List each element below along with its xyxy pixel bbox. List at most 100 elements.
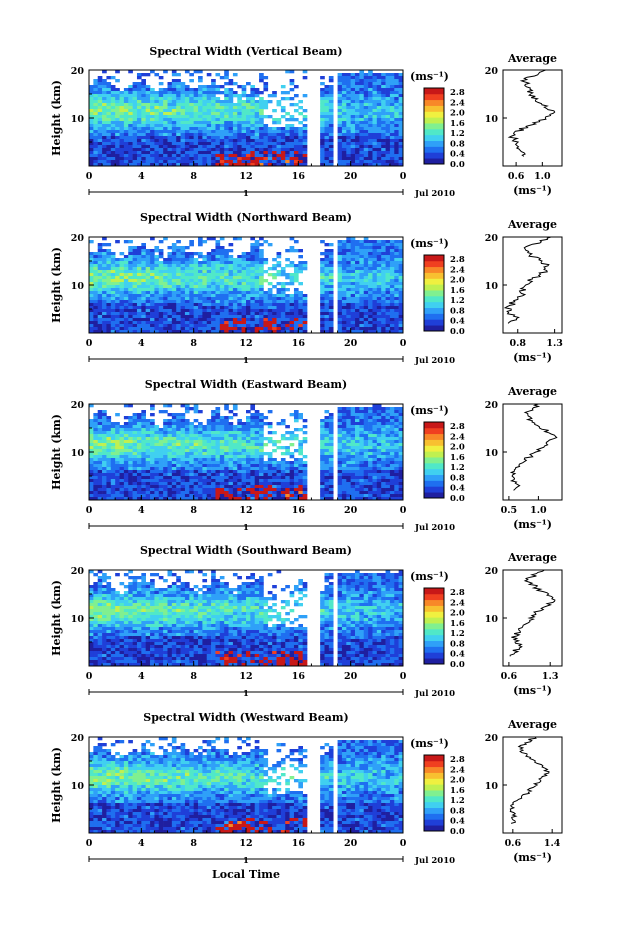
heatmap-cell	[123, 270, 129, 274]
heatmap-cell	[346, 115, 351, 119]
heatmap-cell	[381, 252, 386, 256]
heatmap-cell	[267, 154, 273, 158]
heatmap-cell	[132, 264, 138, 268]
heatmap-cell	[259, 154, 264, 158]
heatmap-cell	[206, 157, 212, 161]
heatmap-cell	[350, 85, 356, 89]
heatmap-cell	[398, 127, 404, 131]
heatmap-cell	[232, 321, 238, 325]
heatmap-cell	[154, 282, 160, 286]
heatmap-cell	[215, 461, 221, 465]
heatmap-cell	[368, 261, 373, 265]
heatmap-cell	[106, 130, 112, 134]
heatmap-cell	[206, 142, 212, 146]
heatmap-cell	[189, 151, 194, 155]
heatmap-cell	[285, 276, 290, 280]
heatmap-cell	[219, 282, 225, 286]
heatmap-cell	[324, 142, 330, 146]
heatmap-cell	[141, 276, 146, 280]
heatmap-cell	[150, 124, 155, 128]
heatmap-cell	[102, 410, 107, 414]
heatmap-cell	[324, 97, 330, 101]
heatmap-cell	[171, 324, 177, 328]
heatmap-cell	[254, 160, 260, 164]
heatmap-cell	[237, 428, 242, 432]
heatmap-cell	[171, 88, 177, 92]
heatmap-cell	[163, 139, 168, 143]
heatmap-cell	[132, 160, 138, 164]
heatmap-cell	[193, 407, 199, 411]
panel-1: Spectral Width (Northward Beam)2010Heigh…	[50, 211, 563, 366]
heatmap-cell	[145, 121, 151, 125]
heatmap-cell	[102, 321, 107, 325]
heatmap-cell	[363, 130, 369, 134]
heatmap-cell	[176, 291, 181, 295]
heatmap-cell	[150, 482, 155, 486]
heatmap-cell	[359, 318, 365, 322]
heatmap-cell	[128, 97, 133, 101]
heatmap-cell	[381, 145, 386, 149]
heatmap-cell	[280, 324, 286, 328]
heatmap-cell	[145, 470, 151, 474]
heatmap-cell	[211, 303, 216, 307]
heatmap-cell	[389, 249, 395, 253]
heatmap-cell	[232, 452, 238, 456]
heatmap-cell	[398, 85, 404, 89]
heatmap-cell	[189, 291, 194, 295]
heatmap-cell	[232, 440, 238, 444]
heatmap-cell	[320, 112, 325, 116]
heatmap-cell	[346, 82, 351, 86]
heatmap-cell	[171, 443, 177, 447]
heatmap-cell	[150, 70, 155, 74]
heatmap-cell	[232, 267, 238, 271]
heatmap-cell	[341, 255, 347, 259]
heatmap-cell	[293, 154, 299, 158]
heatmap-cell	[150, 467, 155, 471]
heatmap-cell	[171, 127, 177, 131]
heatmap-cell	[184, 160, 190, 164]
heatmap-cell	[272, 324, 277, 328]
heatmap-cell	[346, 252, 351, 256]
heatmap-cell	[241, 494, 247, 498]
heatmap-cell	[158, 446, 164, 450]
heatmap-cell	[232, 94, 238, 98]
heatmap-cell	[302, 148, 308, 152]
heatmap-cell	[145, 452, 151, 456]
profile-line	[507, 69, 556, 157]
heatmap-cell	[389, 151, 395, 155]
heatmap-cell	[254, 318, 260, 322]
heatmap-cell	[250, 276, 256, 280]
heatmap-cell	[145, 73, 151, 77]
heatmap-cell	[263, 297, 269, 301]
heatmap-cell	[141, 473, 146, 477]
heatmap-cell	[193, 470, 199, 474]
heatmap-cell	[198, 136, 203, 140]
heatmap-cell	[136, 452, 142, 456]
heatmap-cell	[219, 124, 225, 128]
heatmap-cell	[293, 294, 299, 298]
heatmap-cell	[189, 473, 194, 477]
heatmap-cell	[228, 288, 234, 292]
heatmap-cell	[285, 303, 290, 307]
heatmap-cell	[224, 160, 229, 164]
heatmap-cell	[115, 479, 120, 483]
heatmap-cell	[372, 303, 378, 307]
heatmap-cell	[219, 76, 225, 80]
heatmap-cell	[123, 312, 129, 316]
heatmap-cell	[141, 288, 146, 292]
heatmap-cell	[202, 282, 208, 286]
heatmap-cell	[163, 419, 168, 423]
heatmap-cell	[263, 240, 269, 244]
heatmap-cell	[136, 145, 142, 149]
heatmap-cell	[355, 97, 360, 101]
heatmap-cell	[110, 476, 116, 480]
heatmap-cell	[150, 258, 155, 262]
heatmap-cell	[176, 443, 181, 447]
heatmap-cell	[337, 124, 343, 128]
heatmap-cell	[189, 115, 194, 119]
heatmap-cell	[211, 252, 216, 256]
heatmap-cell	[176, 312, 181, 316]
heatmap-cell	[394, 133, 399, 137]
heatmap-cell	[381, 94, 386, 98]
heatmap-cell	[106, 261, 112, 265]
